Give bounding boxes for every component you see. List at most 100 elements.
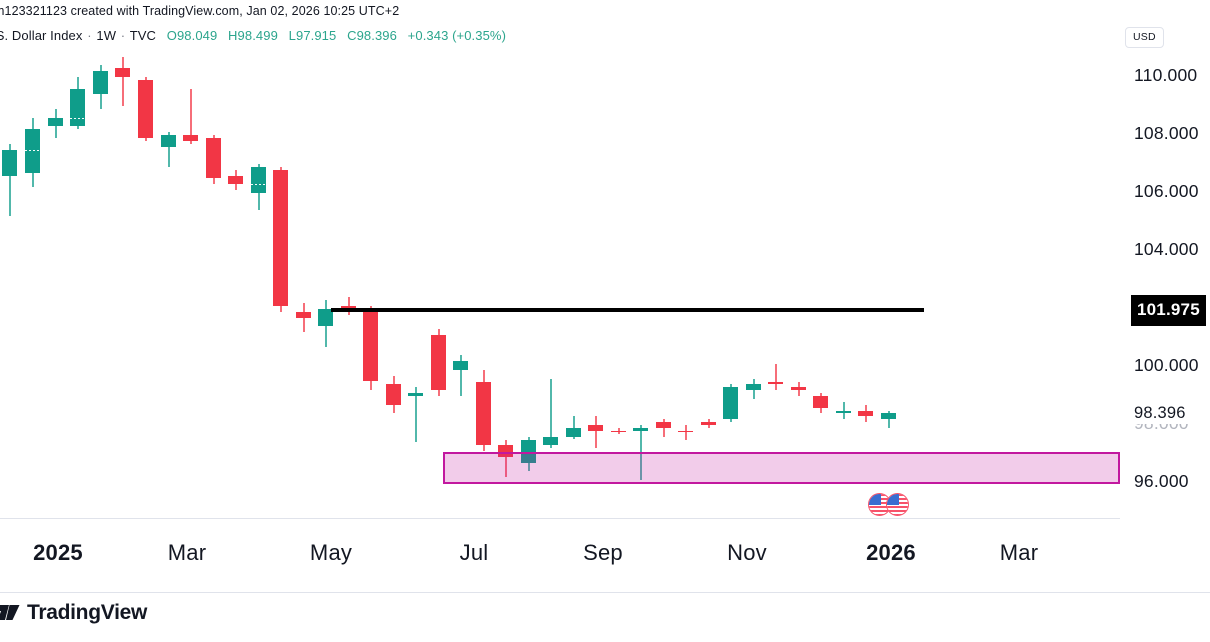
- candlestick: [701, 52, 716, 518]
- crosshair-price-badge: 101.975: [1131, 295, 1206, 326]
- flag-canton: [869, 494, 881, 506]
- candle-body: [138, 79, 153, 138]
- candle-body: [678, 430, 693, 433]
- candle-body: [588, 425, 603, 431]
- candle-wick: [459, 355, 462, 396]
- candle-body: [431, 335, 446, 391]
- interval-label[interactable]: 1W: [96, 28, 117, 43]
- candlestick: [746, 52, 761, 518]
- attribution-text: m123321123 created with TradingView.com,…: [0, 4, 400, 18]
- candle-wick: [617, 427, 620, 434]
- time-tick-label: Mar: [167, 540, 207, 565]
- candlestick: [296, 52, 311, 518]
- us-flag-event-marker[interactable]: [868, 493, 891, 516]
- candlestick: [791, 52, 806, 518]
- candle-wick: [347, 297, 350, 315]
- candle-body: [161, 135, 176, 147]
- candle-body: [858, 410, 873, 417]
- time-tick-label: Sep: [583, 540, 623, 565]
- time-tick-label: Nov: [727, 540, 767, 565]
- candle-body: [701, 422, 716, 425]
- candle-wick: [594, 416, 597, 449]
- ohlc-low-label: L: [288, 28, 296, 43]
- price-tick-label: 108.000: [1134, 123, 1199, 143]
- event-marker-group[interactable]: [868, 493, 909, 516]
- candle-body: [363, 311, 378, 382]
- candle-body: [836, 410, 851, 414]
- candle-body: [386, 384, 401, 405]
- candlestick: [498, 52, 513, 518]
- candle-body: [723, 387, 738, 420]
- candlestick: [768, 52, 783, 518]
- resistance-trendline[interactable]: [331, 308, 924, 312]
- candle-body: [70, 88, 85, 127]
- candle-body: [48, 117, 63, 127]
- us-flag-event-marker[interactable]: [886, 493, 909, 516]
- candle-wick: [189, 88, 192, 144]
- candle-body: [881, 413, 896, 420]
- candle-body: [813, 396, 828, 408]
- ohlc-low-value: 97.915: [295, 28, 337, 43]
- candle-body: [521, 439, 536, 463]
- ohlc-high: H98.499: [228, 28, 278, 43]
- candle-body: [251, 166, 266, 193]
- bottom-separator: [0, 592, 1210, 593]
- time-tick-label: 2025: [33, 540, 83, 565]
- candle-body: [746, 384, 761, 391]
- time-scale[interactable]: 2025 Mar May Jul Sep Nov 2026 Mar: [0, 519, 1120, 592]
- candle-body: [2, 149, 17, 176]
- price-tick-label: 110.000: [1134, 65, 1198, 85]
- candle-body: [633, 427, 648, 431]
- last-price-label: 98.396: [1131, 403, 1189, 424]
- candlestick: [341, 52, 356, 518]
- price-scale[interactable]: USD 110.000 108.000 106.000 104.000 100.000 9…: [1120, 0, 1210, 592]
- flag-canton: [887, 494, 899, 506]
- legend-separator-1: ·: [87, 28, 92, 43]
- currency-unit-badge[interactable]: USD: [1125, 27, 1164, 48]
- ohlc-open-value: 98.049: [176, 28, 218, 43]
- ohlc-open-label: O: [166, 28, 177, 43]
- candle-wick: [8, 143, 11, 217]
- ohlc-close-label: C: [347, 28, 357, 43]
- legend-separator-2: ·: [120, 28, 126, 43]
- candlestick: [93, 52, 108, 518]
- candlestick: [115, 52, 130, 518]
- candlestick: [656, 52, 671, 518]
- candlestick: [723, 52, 738, 518]
- tradingview-logo: TradingView: [0, 601, 147, 625]
- tradingview-logo-text: TradingView: [27, 601, 148, 624]
- candle-body: [656, 422, 671, 428]
- candle-wick: [887, 410, 890, 428]
- chart-legend: .S. Dollar Index · 1W · TVC O98.049 H98.…: [0, 28, 506, 43]
- time-tick-label: Jul: [459, 540, 489, 565]
- supply-demand-zone[interactable]: [443, 452, 1120, 484]
- candle-body: [183, 135, 198, 141]
- candle-body: [453, 361, 468, 370]
- candlestick: [206, 52, 221, 518]
- ohlc-high-value: 98.499: [237, 28, 278, 43]
- previous-close-marker: [25, 149, 40, 151]
- candlestick: [566, 52, 581, 518]
- candle-wick: [549, 378, 552, 449]
- tradingview-logo-icon: [0, 605, 20, 620]
- time-tick-label: Mar: [999, 540, 1039, 565]
- candlestick: [251, 52, 266, 518]
- price-change: +0.343 (+0.35%): [407, 28, 507, 43]
- candle-body: [296, 311, 311, 318]
- candlestick: [431, 52, 446, 518]
- time-tick-label: 2026: [866, 540, 916, 565]
- candle-wick: [774, 364, 777, 391]
- symbol-name[interactable]: .S. Dollar Index: [0, 28, 83, 43]
- previous-close-marker: [70, 117, 85, 119]
- candlestick: [543, 52, 558, 518]
- candlestick: [363, 52, 378, 518]
- chart-plot-area[interactable]: [0, 52, 1120, 518]
- candlestick: [633, 52, 648, 518]
- candle-body: [93, 71, 108, 95]
- time-tick-label: May: [309, 540, 353, 565]
- candle-wick: [414, 387, 417, 443]
- ohlc-high-label: H: [228, 28, 238, 43]
- candlestick: [588, 52, 603, 518]
- candle-body: [318, 309, 333, 327]
- candlestick: [318, 52, 333, 518]
